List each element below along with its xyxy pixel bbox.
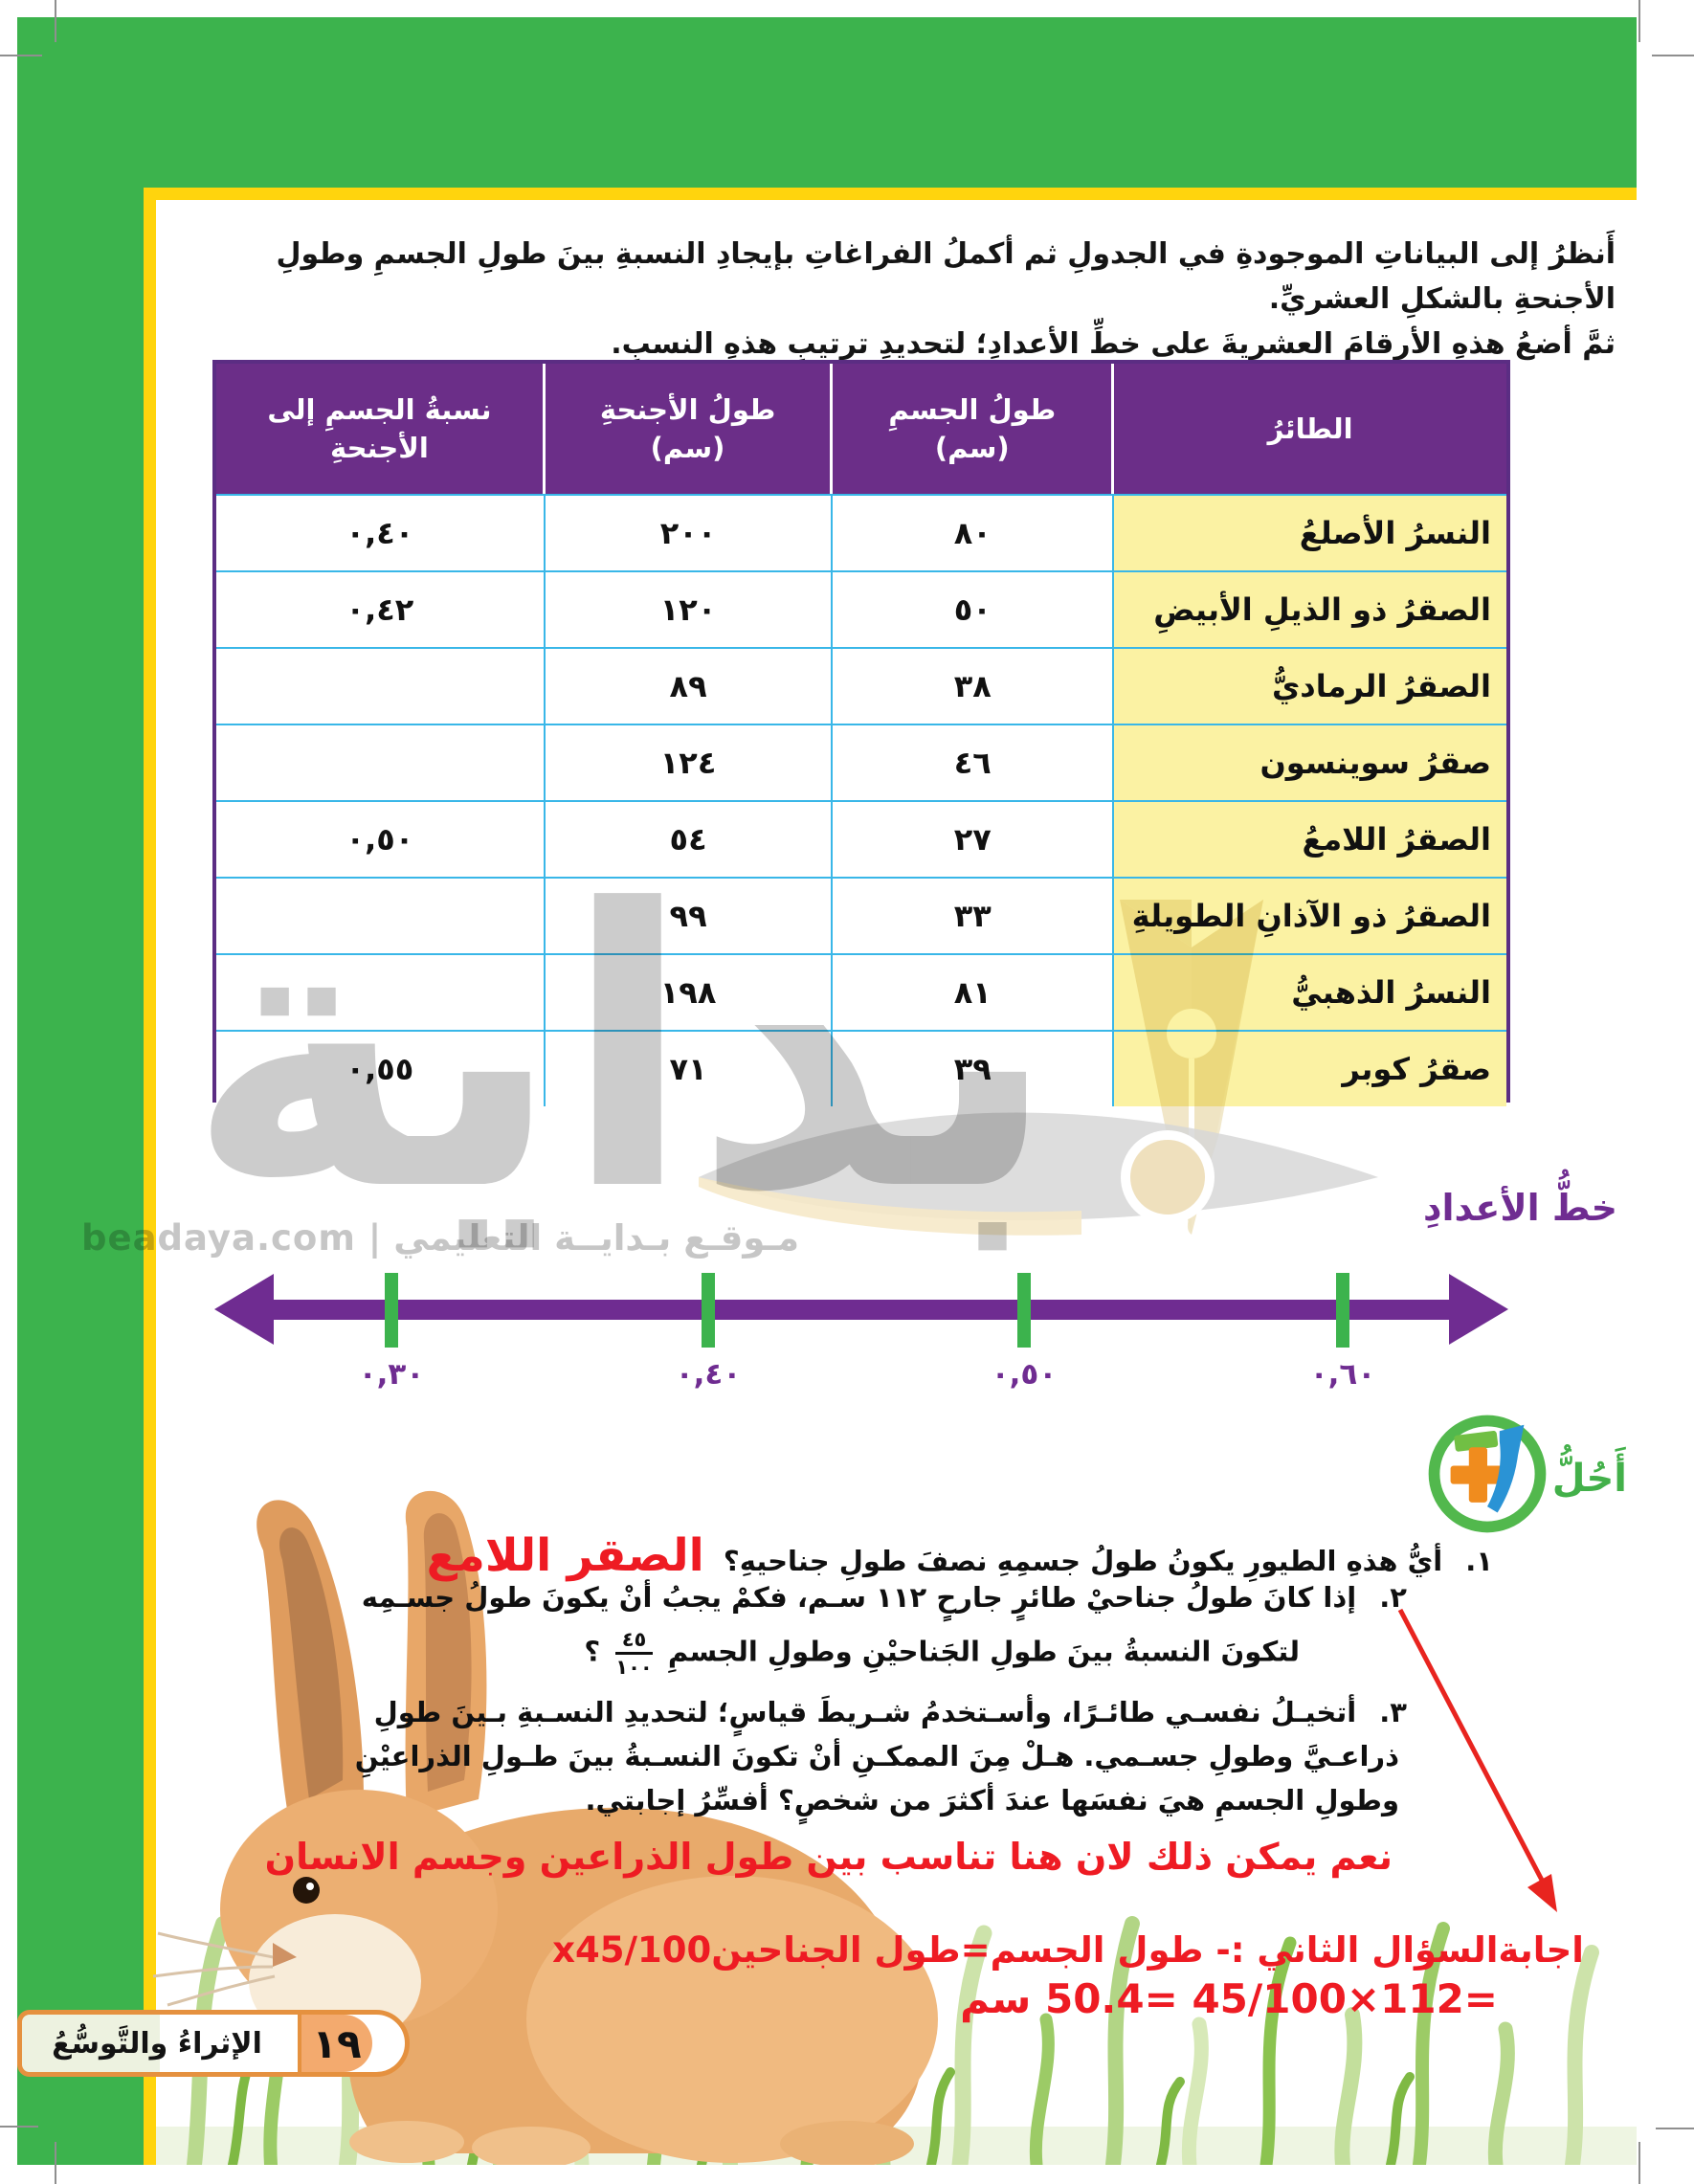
question-3-line-2: ذراعـيَّ وطولِ جسـمي. هـلْ مِنَ الممكـنِ… xyxy=(354,1740,1399,1772)
number-line-right-arrow xyxy=(1449,1274,1508,1345)
cell-wings: ٥٤ xyxy=(546,802,834,877)
cell-body: ٨٠ xyxy=(833,496,1115,570)
header-bird: الطائرُ xyxy=(1267,412,1353,445)
crop-mark xyxy=(1638,0,1640,42)
table-row: الصقرُ ذو الذيلِ الأبيضِ ٥٠ ١٢٠ ٠,٤٢ xyxy=(216,570,1506,647)
question-3-answer: نعم يمكن ذلك لان هنا تناسب بين طول الذرا… xyxy=(264,1836,1393,1878)
tick-0-30 xyxy=(385,1273,398,1348)
cell-bird: النسرُ الذهبيُّ xyxy=(1114,955,1506,1030)
top-green-band xyxy=(17,17,1637,188)
cell-ratio xyxy=(216,649,546,724)
intro-line-1: أَنظرُ إلى البياناتِ الموجودةِ في الجدول… xyxy=(276,237,1616,316)
cell-body: ٥٠ xyxy=(833,572,1115,647)
cell-ratio: ٠,٤٠ xyxy=(216,496,546,570)
footer-divider xyxy=(298,2015,301,2072)
crop-mark xyxy=(0,55,42,56)
question-1: ١. أيُّ هذهِ الطيورِ يكونُ طولُ جسمِهِ ن… xyxy=(427,1529,1493,1582)
question-3-line-1: ٣. أتخيـلُ نفسـي طائـرًا، وأسـتخدمُ شـري… xyxy=(373,1696,1407,1728)
header-wing-length: طولُ الأجنحةِ (سم) xyxy=(546,364,834,494)
cell-body: ٢٧ xyxy=(833,802,1115,877)
cell-wings: ١٢٤ xyxy=(546,725,834,800)
table-row: صقرُ سوينسون ٤٦ ١٢٤ xyxy=(216,724,1506,800)
cell-ratio: ٠,٥٥ xyxy=(216,1032,546,1106)
cell-bird: صقرُ سوينسون xyxy=(1114,725,1506,800)
number-line-label: ٠,٣٠ xyxy=(358,1357,425,1392)
cell-ratio xyxy=(216,725,546,800)
number-line-title: خطُّ الأعدادِ xyxy=(1422,1187,1617,1229)
solve-icon xyxy=(1428,1415,1547,1533)
cell-body: ٣٨ xyxy=(833,649,1115,724)
question-2-answer-line-1: اجابةالسؤال الثاني :- طول الجسم=طول الجن… xyxy=(552,1929,1584,1971)
fraction-45-100: ٤٥ ١٠٠ xyxy=(615,1628,653,1679)
cell-ratio xyxy=(216,955,546,1030)
cell-wings: ١٩٨ xyxy=(546,955,834,1030)
watermark-caption: مـوقـع بـدايــة التعليمي | beadaya.com xyxy=(81,1217,800,1259)
cell-bird: النسرُ الأصلعُ xyxy=(1114,496,1506,570)
cell-bird: صقرُ كوبر xyxy=(1114,1032,1506,1106)
intro-line-2: ثمَّ أضعُ هذهِ الأرقامَ العشريةَ على خطِ… xyxy=(611,327,1616,361)
crop-mark xyxy=(55,0,56,42)
question-3-number: ٣. xyxy=(1379,1696,1407,1728)
cell-bird: الصقرُ ذو الذيلِ الأبيضِ xyxy=(1114,572,1506,647)
tick-0-40 xyxy=(702,1273,715,1348)
number-line-label: ٠,٥٠ xyxy=(991,1357,1058,1392)
cell-ratio: ٠,٥٠ xyxy=(216,802,546,877)
cell-wings: ٨٩ xyxy=(546,649,834,724)
cell-wings: ٩٩ xyxy=(546,879,834,953)
birds-ratio-table: الطائرُ طولُ الجسمِ (سم) طولُ الأجنحةِ (… xyxy=(212,360,1510,1106)
number-line-left-arrow xyxy=(214,1274,274,1345)
cell-body: ٤٦ xyxy=(833,725,1115,800)
question-2-line-1: ٢. إذا كانَ طولُ جناحيْ طائرٍ جارحٍ ١١٢ … xyxy=(361,1581,1407,1614)
yellow-border-horizontal xyxy=(144,188,1637,200)
table-body: النسرُ الأصلعُ ٨٠ ٢٠٠ ٠,٤٠ الصقرُ ذو الذيلِ … xyxy=(216,494,1506,1106)
table-row: الصقرُ الرماديُّ ٣٨ ٨٩ xyxy=(216,647,1506,724)
table-row: صقرُ كوبر ٣٩ ٧١ ٠,٥٥ xyxy=(216,1030,1506,1106)
tick-0-60 xyxy=(1336,1273,1349,1348)
question-1-number: ١. xyxy=(1465,1545,1493,1577)
crop-mark xyxy=(1638,2142,1640,2184)
number-line xyxy=(214,1273,1508,1348)
table-header-row: الطائرُ طولُ الجسمِ (سم) طولُ الأجنحةِ (… xyxy=(216,364,1506,494)
question-3-line-3: وطولِ الجسمِ هيَ نفسَها عندَ أكثرَ من شخ… xyxy=(585,1784,1399,1816)
cell-body: ٨١ xyxy=(833,955,1115,1030)
cell-wings: ٢٠٠ xyxy=(546,496,834,570)
footer-badge: الإثراءُ والتَّوسُّعُ ١٩ xyxy=(17,2010,410,2077)
header-ratio: نسبةُ الجسمِ إلى الأجنحةِ xyxy=(216,364,546,494)
cell-body: ٣٩ xyxy=(833,1032,1115,1106)
question-1-text: أيُّ هذهِ الطيورِ يكونُ طولُ جسمِهِ نصفَ… xyxy=(723,1545,1443,1577)
cell-ratio xyxy=(216,879,546,953)
table-row: النسرُ الأصلعُ ٨٠ ٢٠٠ ٠,٤٠ xyxy=(216,494,1506,570)
crop-mark xyxy=(1652,55,1694,56)
crop-mark xyxy=(55,2142,56,2184)
number-line-label: ٠,٦٠ xyxy=(1309,1357,1376,1392)
cell-bird: الصقرُ الرماديُّ xyxy=(1114,649,1506,724)
tick-0-50 xyxy=(1017,1273,1031,1348)
page-number: ١٩ xyxy=(301,2015,372,2072)
question-2-answer-line-2: =112×45/100 =50.4 سم xyxy=(960,1975,1498,2022)
cell-wings: ٧١ xyxy=(546,1032,834,1106)
cell-bird: الصقرُ اللامعُ xyxy=(1114,802,1506,877)
rabbit-image xyxy=(152,1490,938,2165)
yellow-border-vertical xyxy=(144,200,156,2165)
cell-wings: ١٢٠ xyxy=(546,572,834,647)
number-line-label: ٠,٤٠ xyxy=(675,1357,742,1392)
question-1-answer: الصقر اللامع xyxy=(426,1529,704,1582)
footer-cap xyxy=(372,2015,405,2072)
left-green-sidebar xyxy=(17,17,144,2165)
table-row: النسرُ الذهبيُّ ٨١ ١٩٨ xyxy=(216,953,1506,1030)
table-row: الصقرُ ذو الآذانِ الطويلةِ ٣٣ ٩٩ xyxy=(216,877,1506,953)
footer-section-label: الإثراءُ والتَّوسُّعُ xyxy=(52,2026,262,2061)
cell-body: ٣٣ xyxy=(833,879,1115,953)
cell-ratio: ٠,٤٢ xyxy=(216,572,546,647)
intro-text: أَنظرُ إلى البياناتِ الموجودةِ في الجدول… xyxy=(180,232,1616,367)
cell-bird: الصقرُ ذو الآذانِ الطويلةِ xyxy=(1114,879,1506,953)
solve-section-title: أَحُلُّ xyxy=(1551,1457,1627,1501)
question-2-number: ٢. xyxy=(1379,1581,1407,1614)
crop-mark xyxy=(1656,2128,1694,2129)
crop-mark xyxy=(0,2126,38,2128)
table-row: الصقرُ اللامعُ ٢٧ ٥٤ ٠,٥٠ xyxy=(216,800,1506,877)
header-body-length: طولُ الجسمِ (سم) xyxy=(833,364,1115,494)
question-2-line-2: لتكونَ النسبةُ بينَ طولِ الجَناحيْنِ وطو… xyxy=(584,1628,1300,1679)
